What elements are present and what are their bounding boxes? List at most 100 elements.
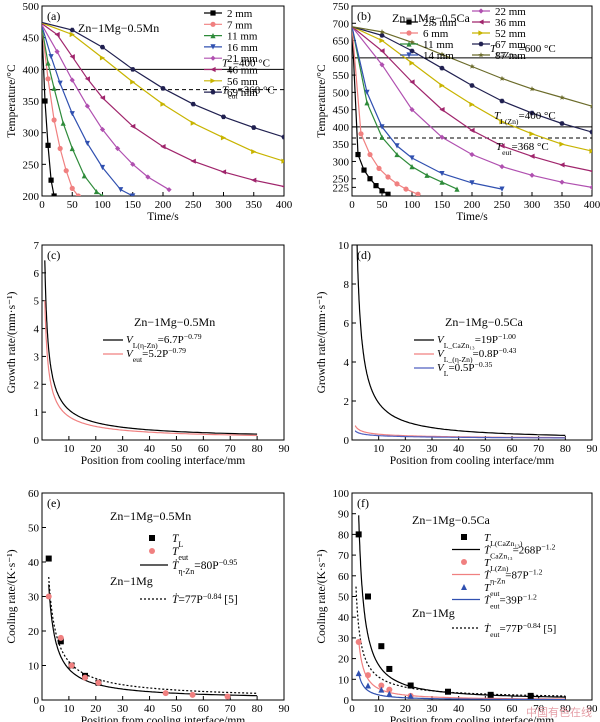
y-tick-label: 350 [333,139,350,151]
y-tick-label: 20 [338,654,350,666]
data-point [439,51,445,57]
legend-label: 69 mm [227,87,258,99]
data-point [529,86,535,92]
legend-label: 87 mm [495,50,526,62]
y-tick-label: 70 [338,550,350,562]
data-point [424,172,430,178]
fit-line [358,515,566,698]
y-tick-label: 600 [333,53,350,65]
x-tick-label: 50 [480,703,492,715]
data-point [386,690,393,697]
data-point [48,54,54,60]
plot-frame [351,244,593,441]
y-tick-label: 4 [344,357,350,369]
data-point [403,186,409,192]
x-axis-label: Position from cooling interface/mm [81,715,246,722]
series-line [354,430,566,439]
data-point [57,634,64,641]
data-point [57,145,63,152]
data-point [220,135,227,141]
x-tick-label: 10 [63,443,75,455]
data-point [559,121,565,126]
legend-marker [210,55,216,61]
legend-label: Ṫ=77P−0.84 [5] [172,592,238,607]
data-point [45,60,51,66]
x-tick-label: 100 [404,199,421,211]
x-tick-label: 400 [584,199,600,211]
data-point [82,674,89,681]
data-point [224,693,231,700]
y-tick-label: 80 [338,529,350,541]
legend-marker [210,78,216,84]
x-tick-label: 300 [215,199,232,211]
data-point [469,151,475,158]
y-tick-label: 300 [23,128,40,140]
legend-marker [406,52,412,58]
data-point [45,76,51,82]
data-point [281,134,284,140]
legend-label: 2.5 mm [423,17,457,29]
data-point [54,31,60,38]
data-point [160,86,166,91]
data-point [45,593,52,600]
y-tick-label: 30 [28,592,40,604]
x-tick-label: 70 [225,703,237,715]
x-tick-label: 150 [125,199,142,211]
x-tick-label: 0 [349,703,355,715]
data-point [99,164,106,171]
data-point [407,692,414,699]
data-point [130,79,136,85]
data-point [101,193,104,196]
panel-label: (d) [357,248,371,262]
data-point [527,692,534,699]
data-point [499,75,505,81]
data-point [364,100,370,106]
plot-area [45,555,258,700]
y-tick-label: 225 [333,182,350,194]
series-line [44,300,258,437]
legend-label: TL(Zn) [484,557,509,573]
data-point [379,33,385,38]
data-point [487,691,494,698]
x-tick-label: 50 [377,199,389,211]
data-point [379,48,385,54]
y-tick-label: 400 [23,64,40,76]
legend-label: Teut [484,582,500,598]
y-tick-label: 0 [34,435,40,447]
data-point [51,193,57,196]
legend-label: TL(CaZn₁₃) [484,532,523,548]
data-point [386,686,393,693]
data-point [355,639,362,646]
data-point [439,170,445,177]
data-point [499,119,505,125]
data-point [190,158,196,164]
data-point [358,131,364,137]
x-tick-label: 200 [155,199,172,211]
data-point [69,145,75,152]
data-point [379,124,385,130]
y-tick-label: 7 [34,240,40,252]
legend-marker [461,534,467,540]
y-axis-label: Growth rate/(mm·s⁻¹) [6,291,18,393]
panel-e: 0 10 20 30 40 50 60 70 80 900102030405060Position… [6,488,290,722]
y-tick-label: 250 [333,174,350,186]
series-line [352,26,592,172]
data-point [529,131,535,137]
x-tick-label: 40 [453,443,465,455]
legend-label: 36 mm [495,17,526,29]
y-axis-label: Growth rate/(mm·s⁻¹) [316,291,328,393]
legend-group-label: Zn−1Mg−0.5Mn [110,509,191,523]
y-axis-label: Temperature/°C [6,64,18,138]
y-tick-label: 500 [23,1,40,13]
panel-c: 10 20 30 40 50 60 70 80 90 0 1 2 3 4 5 6 7 Position from … [6,240,290,467]
data-point [559,162,565,168]
legend-label: Ṫη-Zn=87P−1.2 [484,567,543,585]
reference-label: TL=400 °C [222,57,270,73]
data-point [379,62,385,68]
x-tick-label: 30 [117,703,129,715]
panel-label: (c) [47,248,60,262]
data-point [45,142,51,148]
legend-label: 22 mm [495,6,526,18]
y-tick-label: 6 [344,318,350,330]
legend-label: Veut=5.2P−0.79 [126,346,186,364]
